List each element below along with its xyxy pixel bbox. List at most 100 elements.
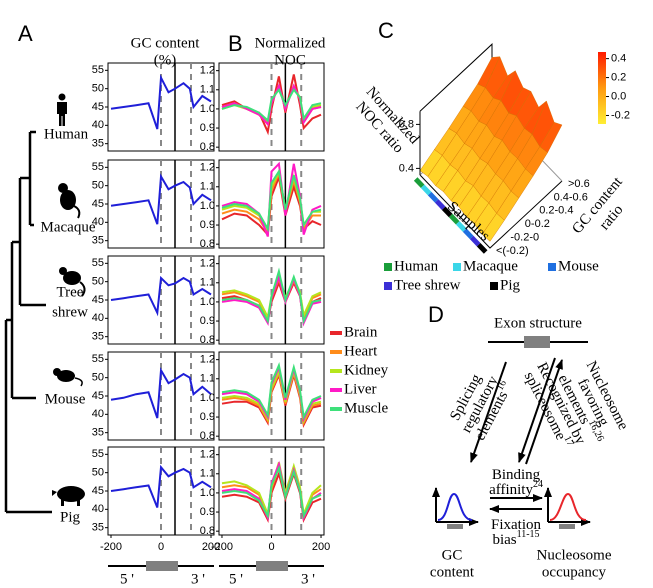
diagram-label: Exon structure [494, 315, 582, 331]
legend-label: Pig [500, 277, 521, 293]
sample-strip [455, 221, 467, 232]
panel-letter: C [378, 18, 394, 43]
species-label: Human [44, 126, 89, 142]
legend-swatch [330, 369, 342, 373]
x-tick-label: 200 [202, 541, 220, 553]
y-tick-label: 35 [92, 235, 104, 247]
surface-cell [481, 212, 505, 242]
sample-strip [469, 235, 481, 247]
y-tick-label: 1.1 [200, 181, 215, 193]
gene-end: 3 ' [191, 571, 205, 587]
y-tick-label: 40 [92, 119, 104, 131]
y-tick-label: 35 [92, 427, 104, 439]
y-tick-label: 1.0 [200, 487, 215, 499]
diagram-label: Binding [492, 467, 541, 483]
sample-strip [434, 199, 446, 210]
series-line [110, 464, 212, 508]
x-tick-label: 0 [268, 541, 274, 553]
column-header: GC content [131, 35, 201, 51]
y-tick-label: 55 [92, 448, 104, 460]
y-tick-label: 55 [92, 257, 104, 269]
legend-label: Kidney [344, 362, 389, 378]
legend-label: Heart [344, 343, 378, 359]
diagram-label-line: Binding [492, 467, 541, 483]
y-tick-label: 0.8 [200, 430, 215, 442]
y-tick-label: 0.9 [200, 411, 215, 423]
citation: 17 [561, 434, 575, 448]
box-edge [419, 174, 563, 249]
gc-bin-label: 0.2-0.4 [539, 205, 573, 217]
series-line [221, 161, 322, 237]
y-tick-label: 1.1 [200, 468, 215, 480]
y-tick-label: 40 [92, 312, 104, 324]
series-line [221, 267, 322, 325]
colorbar-tick-label: 0.2 [611, 71, 626, 83]
y-tick-label: 1.1 [200, 84, 215, 96]
gc-bin-label: <(-0.2) [496, 245, 529, 257]
y-tick-label: 0.9 [200, 219, 215, 231]
species-label: Pig [60, 509, 81, 525]
diagram-label: GC [442, 547, 463, 563]
series-line [221, 464, 322, 520]
y-tick-label: 40 [92, 408, 104, 420]
y-tick-label: 0.8 [200, 334, 215, 346]
series-line [221, 87, 322, 123]
series-line [221, 83, 322, 127]
colorbar-tick-label: -0.2 [611, 109, 630, 121]
legend-label: Mouse [558, 258, 599, 274]
species-label: Mouse [45, 391, 86, 407]
y-tick-label: 1.2 [200, 162, 215, 174]
y-tick-label: 50 [92, 276, 104, 288]
y-tick-label: 45 [92, 390, 104, 402]
sample-strip [462, 228, 474, 240]
gene-end: 5 ' [120, 571, 134, 587]
y-tick-label: 45 [92, 198, 104, 210]
y-tick-label: 40 [92, 503, 104, 515]
diagram-label: bias11-15 [492, 529, 539, 548]
species-icons [52, 93, 86, 506]
y-tick-label: 45 [92, 294, 104, 306]
diagram-label-line: Fixation [491, 517, 542, 533]
colorbar-tick-label: 0.4 [611, 53, 626, 65]
citation: 11-15 [517, 529, 540, 540]
panel-letter: D [428, 302, 444, 327]
y-tick-label: 1.2 [200, 354, 215, 366]
diagram-label: Fixation [491, 517, 542, 533]
y-tick-label: 45 [92, 101, 104, 113]
species-label: Tree [57, 284, 84, 300]
y-tick-label: 55 [92, 64, 104, 76]
y-tick-label: 1.0 [200, 200, 215, 212]
legend-swatch [548, 263, 556, 271]
diagram-label-line: affinity [489, 482, 533, 498]
y-tick-label: 35 [92, 138, 104, 150]
series-line [110, 275, 212, 317]
y-tick-label: 1.2 [200, 449, 215, 461]
legend-label: Muscle [344, 400, 389, 416]
legend-label: Human [394, 258, 439, 274]
legend-swatch [330, 350, 342, 354]
legend-label: Tree shrew [394, 277, 461, 293]
y-tick-label: 40 [92, 216, 104, 228]
sample-strip [427, 191, 439, 203]
y-tick-label: 50 [92, 372, 104, 384]
diagram-label: affinity24 [489, 479, 543, 498]
series-line [110, 74, 212, 130]
legend-swatch [330, 407, 342, 411]
gene-end: 3 ' [301, 571, 315, 587]
y-tick-label: 55 [92, 353, 104, 365]
legend-swatch [490, 282, 498, 290]
diagram-label: Nucleosome [537, 547, 612, 563]
y-tick-label: 1.0 [200, 103, 215, 115]
legend-label: Brain [344, 324, 378, 340]
series-line [110, 173, 212, 225]
legend-swatch [330, 331, 342, 335]
column-header: NOC [274, 52, 306, 68]
sample-strip [413, 177, 425, 189]
x-tick-label: -200 [211, 541, 233, 553]
y-tick-label: 35 [92, 522, 104, 534]
legend-swatch [453, 263, 461, 271]
gc-bin-label: -0.2-0 [510, 232, 539, 244]
tree [4, 130, 52, 514]
